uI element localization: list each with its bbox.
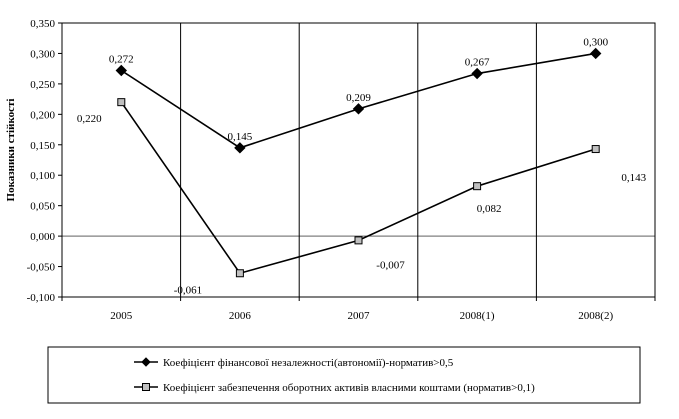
data-point-square xyxy=(235,269,244,278)
data-point-diamond xyxy=(115,64,128,77)
data-label: 0,300 xyxy=(583,36,608,48)
y-tick-label: 0,300 xyxy=(30,48,55,60)
data-point-square xyxy=(117,98,126,107)
data-label: -0,007 xyxy=(376,259,405,271)
y-tick-label: 0,250 xyxy=(30,79,55,91)
y-axis: 0,350 0,300 0,250 0,200 0,150 0,100 0,050 0,000… xyxy=(27,18,62,304)
legend-label: Коефіцієнт фінансової незалежності(автон… xyxy=(163,357,454,369)
grid-lines xyxy=(62,23,655,297)
x-axis: 2005 2006 2007 2008(1) 2008(2) xyxy=(61,297,656,322)
x-tick-label: 2006 xyxy=(229,310,252,322)
legend-marker-diamond xyxy=(141,357,151,367)
y-tick-label: 0,050 xyxy=(30,201,55,213)
plot-frame xyxy=(61,22,656,298)
data-point-square xyxy=(591,145,600,154)
data-label: -0,061 xyxy=(174,284,202,296)
data-label: 0,220 xyxy=(77,113,102,125)
data-label: 0,082 xyxy=(477,203,502,215)
data-point-square xyxy=(354,236,363,245)
y-tick-label: -0,100 xyxy=(27,292,56,304)
data-point-diamond xyxy=(471,67,483,80)
data-label: 0,143 xyxy=(621,172,646,184)
x-tick-label: 2008(1) xyxy=(460,310,495,322)
y-tick-label: 0,150 xyxy=(30,140,55,152)
x-tick-label: 2008(2) xyxy=(578,310,613,322)
y-tick-label: 0,100 xyxy=(30,170,55,182)
data-point-diamond xyxy=(234,142,246,154)
y-axis-title: Показники стійкості xyxy=(5,99,17,202)
series-layer xyxy=(115,47,602,278)
data-label: 0,209 xyxy=(346,92,371,104)
data-point-diamond xyxy=(589,47,602,60)
data-point-diamond xyxy=(352,103,365,115)
plot-area xyxy=(61,22,656,298)
legend-box xyxy=(47,346,641,404)
legend: Коефіцієнт фінансової незалежності(автон… xyxy=(47,346,641,404)
y-tick-label: -0,050 xyxy=(27,262,56,274)
data-label: 0,145 xyxy=(228,131,253,143)
legend-label: Коефіцієнт забезпечення оборотних активі… xyxy=(163,382,535,394)
y-tick-label: 0,000 xyxy=(30,231,55,243)
data-label: 0,267 xyxy=(465,57,490,69)
y-tick-label: 0,200 xyxy=(30,109,55,121)
data-labels: 0,272 0,145 0,209 0,267 0,300 0,220 -0,061 -0,0… xyxy=(77,36,647,296)
x-tick-label: 2005 xyxy=(110,310,133,322)
y-tick-label: 0,350 xyxy=(30,18,55,30)
legend-marker-square xyxy=(142,383,150,391)
data-label: 0,272 xyxy=(109,53,134,65)
x-tick-label: 2007 xyxy=(348,310,371,322)
data-point-square xyxy=(473,182,482,191)
